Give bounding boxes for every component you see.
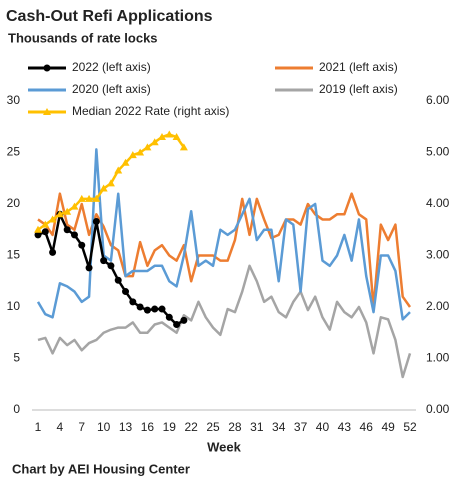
y-tick-label: 10 <box>7 299 21 313</box>
source: Chart by AEI Housing Center <box>12 461 190 476</box>
x-tick-label: 1 <box>35 420 42 434</box>
marker <box>63 207 72 215</box>
y2-tick-label: 0.00 <box>426 402 450 416</box>
marker <box>85 194 94 202</box>
x-tick-label: 16 <box>141 420 155 434</box>
marker <box>173 321 181 329</box>
marker <box>151 305 159 313</box>
series-line <box>37 264 412 379</box>
marker <box>106 179 115 187</box>
marker <box>70 231 78 239</box>
x-tick-label: 22 <box>184 420 198 434</box>
y2-tick-label: 5.00 <box>426 145 450 159</box>
marker <box>92 194 101 202</box>
y-tick-label: 20 <box>7 196 21 210</box>
y-tick-label: 25 <box>7 145 21 159</box>
legend-label: 2021 (left axis) <box>319 60 398 74</box>
marker <box>121 158 130 166</box>
marker <box>143 306 151 314</box>
marker <box>150 138 159 146</box>
marker <box>165 313 173 321</box>
x-tick-label: 10 <box>97 420 111 434</box>
x-tick-label: 46 <box>360 420 374 434</box>
marker <box>63 226 71 234</box>
x-tick-label: 13 <box>119 420 133 434</box>
marker <box>143 143 152 151</box>
x-axis-label: Week <box>207 439 241 454</box>
marker <box>107 262 115 270</box>
x-tick-label: 31 <box>250 420 264 434</box>
marker <box>49 248 57 256</box>
marker <box>100 257 108 265</box>
x-tick-label: 25 <box>206 420 220 434</box>
y2-tick-label: 3.00 <box>426 248 450 262</box>
marker <box>128 151 137 159</box>
x-tick-label: 4 <box>57 420 64 434</box>
x-tick-label: 7 <box>78 420 85 434</box>
marker <box>114 166 123 174</box>
legend-label: 2022 (left axis) <box>72 60 151 74</box>
y2-tick-label: 2.00 <box>426 299 450 313</box>
y-tick-label: 0 <box>13 402 20 416</box>
marker <box>158 133 166 141</box>
legend-label: 2019 (left axis) <box>319 82 398 96</box>
y-tick-label: 15 <box>7 248 21 262</box>
marker <box>136 303 144 311</box>
marker <box>99 184 108 192</box>
x-tick-label: 34 <box>272 420 286 434</box>
marker <box>41 228 49 236</box>
marker <box>34 225 42 233</box>
marker <box>78 241 86 249</box>
marker <box>55 210 64 218</box>
y-tick-label: 30 <box>7 93 21 107</box>
legend-label: 2020 (left axis) <box>72 82 151 96</box>
marker <box>77 194 86 202</box>
x-tick-label: 19 <box>163 420 177 434</box>
marker <box>92 218 100 226</box>
x-tick-label: 43 <box>338 420 352 434</box>
x-tick-label: 37 <box>294 420 308 434</box>
marker <box>158 305 166 313</box>
x-tick-label: 52 <box>403 420 417 434</box>
marker <box>85 264 93 272</box>
y-tick-label: 5 <box>13 351 20 365</box>
marker <box>70 202 79 210</box>
series-line <box>36 148 411 321</box>
y2-tick-label: 4.00 <box>426 196 450 210</box>
marker <box>41 220 50 228</box>
chart-title: Cash-Out Refi Applications <box>6 8 213 25</box>
marker <box>136 148 145 156</box>
marker <box>43 64 51 72</box>
marker <box>43 108 51 115</box>
marker <box>180 316 188 324</box>
marker <box>165 130 174 138</box>
legend-label: Median 2022 Rate (right axis) <box>72 104 229 118</box>
x-tick-label: 49 <box>381 420 395 434</box>
marker <box>48 215 57 223</box>
marker <box>179 143 188 151</box>
y2-tick-label: 1.00 <box>426 351 450 365</box>
marker <box>172 133 181 141</box>
marker <box>114 276 122 284</box>
chart-subtitle: Thousands of rate locks <box>8 30 158 45</box>
marker <box>129 298 137 306</box>
x-tick-label: 28 <box>228 420 242 434</box>
marker <box>34 231 42 239</box>
marker <box>122 288 130 296</box>
y2-tick-label: 6.00 <box>426 93 450 107</box>
x-tick-label: 40 <box>316 420 330 434</box>
